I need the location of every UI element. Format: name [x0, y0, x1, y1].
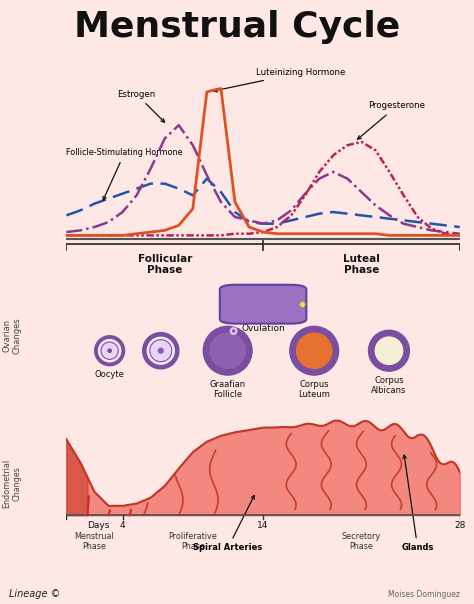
Ellipse shape: [98, 339, 121, 362]
Ellipse shape: [107, 349, 112, 353]
Text: 14: 14: [257, 521, 269, 530]
Text: Proliferative
Phase: Proliferative Phase: [168, 532, 217, 551]
Ellipse shape: [95, 336, 125, 365]
Text: Moises Dominguez: Moises Dominguez: [388, 590, 460, 599]
Text: Days: Days: [87, 521, 110, 530]
Text: Follicular
Phase: Follicular Phase: [137, 254, 192, 275]
Ellipse shape: [203, 326, 252, 375]
Text: Oocyte: Oocyte: [95, 370, 125, 379]
Text: Corpus
Albicans: Corpus Albicans: [371, 376, 407, 395]
Ellipse shape: [146, 336, 175, 365]
Ellipse shape: [209, 332, 246, 370]
Ellipse shape: [368, 330, 410, 371]
Text: Endometrial
Changes: Endometrial Changes: [2, 458, 21, 508]
Text: 4: 4: [120, 521, 126, 530]
Text: Ovarian
Changes: Ovarian Changes: [2, 317, 21, 353]
Ellipse shape: [158, 347, 164, 354]
Text: Glands: Glands: [401, 455, 434, 552]
Text: Follicle-Stimulating Hormone: Follicle-Stimulating Hormone: [66, 148, 183, 200]
Ellipse shape: [374, 336, 404, 365]
Text: Luteal
Phase: Luteal Phase: [343, 254, 380, 275]
Text: Progesterone: Progesterone: [357, 101, 426, 139]
Ellipse shape: [143, 333, 179, 369]
Text: Menstrual
Phase: Menstrual Phase: [74, 532, 114, 551]
Text: Spiral Arteries: Spiral Arteries: [193, 496, 263, 552]
Ellipse shape: [101, 342, 118, 359]
Text: Secretory
Phase: Secretory Phase: [342, 532, 381, 551]
Text: Luteinizing Hormone: Luteinizing Hormone: [214, 68, 346, 92]
Ellipse shape: [232, 329, 235, 333]
Text: Graafian
Follicle: Graafian Follicle: [210, 380, 246, 399]
FancyBboxPatch shape: [220, 284, 306, 324]
Ellipse shape: [229, 327, 237, 335]
Ellipse shape: [150, 339, 172, 362]
Text: Corpus
Luteum: Corpus Luteum: [298, 380, 330, 399]
Text: 28: 28: [454, 521, 465, 530]
Ellipse shape: [295, 332, 333, 370]
Ellipse shape: [290, 326, 338, 375]
Text: Ovulation: Ovulation: [241, 324, 285, 333]
Text: Menstrual Cycle: Menstrual Cycle: [74, 10, 400, 44]
Text: Estrogen: Estrogen: [118, 90, 164, 122]
Text: Lineage ©: Lineage ©: [9, 589, 61, 599]
